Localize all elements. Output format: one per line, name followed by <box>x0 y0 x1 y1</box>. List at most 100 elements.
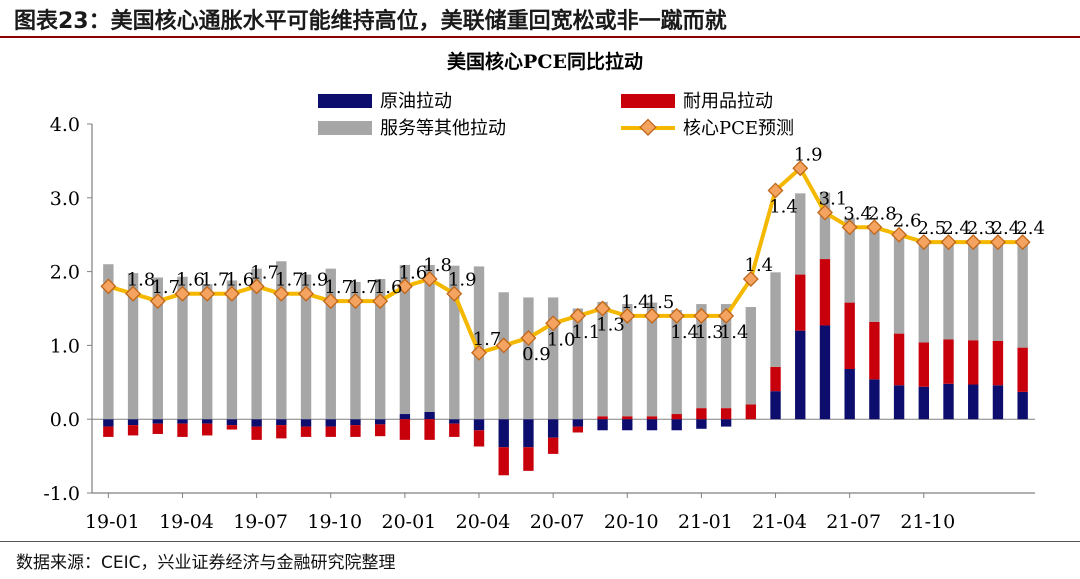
x-tick-label: 21-10 <box>900 511 955 533</box>
bar-durable <box>918 342 929 387</box>
bar-services <box>152 277 163 420</box>
bar-crude <box>943 383 954 420</box>
core-pce-point <box>471 344 488 361</box>
bar-durable <box>325 426 336 437</box>
data-label: 3.1 <box>819 189 848 210</box>
core-pce-point <box>866 219 883 236</box>
bar-services <box>300 274 312 420</box>
data-label: 1.4 <box>670 322 699 343</box>
x-tick-label: 19-01 <box>85 511 140 533</box>
core-pce-point <box>125 285 142 302</box>
data-label: 1.9 <box>448 270 477 291</box>
bar-durable <box>869 321 880 380</box>
bar-crude <box>103 419 114 427</box>
chart-title: 美国核心PCE同比拉动 <box>447 50 643 73</box>
data-label: 0.9 <box>522 344 551 365</box>
core-pce-point <box>569 307 586 324</box>
bar-services <box>547 297 559 420</box>
data-label: 1.5 <box>646 292 675 313</box>
data-label: 1.7 <box>275 270 304 291</box>
bar-services <box>449 265 460 420</box>
bar-crude <box>968 384 979 420</box>
core-pce-point <box>915 234 932 251</box>
y-tick-label: 3.0 <box>50 188 80 210</box>
bar-crude <box>399 414 411 420</box>
bar-crude <box>720 419 732 427</box>
bar-durable <box>127 425 139 436</box>
core-pce-point <box>792 160 809 177</box>
bar-services <box>943 242 954 340</box>
legend-swatch-durable <box>621 94 675 108</box>
bar-crude <box>770 391 781 420</box>
legend-label-crude: 原油拉动 <box>380 91 452 112</box>
core-pce-point <box>223 285 240 302</box>
bar-crude <box>177 419 188 424</box>
data-label: 1.6 <box>399 262 428 283</box>
core-pce-point <box>742 271 759 287</box>
y-tick-label: 1.0 <box>50 335 80 357</box>
bar-services <box>918 240 929 343</box>
bar-durable <box>720 408 732 420</box>
bar-durable <box>844 302 855 370</box>
core-pce-point <box>372 293 389 310</box>
bar-durable <box>103 426 114 437</box>
bar-services <box>523 297 534 420</box>
bar-durable <box>622 416 633 420</box>
bar-crude <box>572 419 584 427</box>
x-tick-label: 19-04 <box>159 511 214 533</box>
core-pce-point <box>668 307 685 324</box>
bar-services <box>893 231 905 334</box>
core-pce-point <box>1014 234 1031 251</box>
bar-services <box>177 276 188 420</box>
core-pce-point <box>718 307 735 324</box>
bar-crude <box>374 419 386 425</box>
bar-services <box>251 268 262 420</box>
y-tick-label: 4.0 <box>50 114 80 136</box>
bar-durable <box>473 430 485 447</box>
bar-services <box>844 217 855 303</box>
bar-services <box>646 302 658 417</box>
data-label: 1.7 <box>324 277 353 298</box>
data-label: 1.7 <box>151 277 180 298</box>
core-pce-point <box>940 234 957 251</box>
data-label: 1.7 <box>201 270 230 291</box>
data-label: 1.7 <box>349 277 378 298</box>
bar-durable <box>202 423 213 436</box>
bar-crude <box>498 419 509 448</box>
bar-crude <box>795 330 806 420</box>
core-pce-point <box>421 270 438 287</box>
y-tick-label: -1.0 <box>43 483 80 505</box>
bar-crude <box>992 385 1004 420</box>
x-tick-label: 21-01 <box>678 511 733 533</box>
data-label: 1.4 <box>621 292 650 313</box>
bar-services <box>696 304 707 409</box>
bar-crude <box>325 419 336 427</box>
bar-crude <box>869 379 880 420</box>
core-pce-point <box>989 234 1006 251</box>
source-note: 数据来源：CEIC，兴业证券经济与金融研究院整理 <box>16 553 396 573</box>
bar-durable <box>498 447 509 476</box>
bar-durable <box>424 419 435 440</box>
legend-marker-core <box>639 118 657 136</box>
bar-services <box>745 307 757 405</box>
data-label: 2.3 <box>967 218 996 239</box>
bar-services <box>399 264 411 415</box>
bar-crude <box>547 419 559 438</box>
bar-services <box>202 284 213 420</box>
bar-services <box>720 304 732 409</box>
data-label: 1.7 <box>473 329 502 350</box>
data-label: 1.3 <box>596 315 625 336</box>
bar-services <box>350 281 361 420</box>
legend-label-services: 服务等其他拉动 <box>380 118 506 139</box>
bar-durable <box>251 426 262 440</box>
data-label: 2.5 <box>917 218 946 239</box>
bar-durable <box>547 437 559 454</box>
core-pce-point <box>174 285 191 302</box>
bar-services <box>103 264 114 420</box>
bar-crude <box>449 419 460 424</box>
x-tick-label: 20-04 <box>456 511 511 533</box>
data-label: 1.9 <box>794 144 823 165</box>
footer-divider <box>0 541 1080 542</box>
bar-durable <box>350 425 361 437</box>
